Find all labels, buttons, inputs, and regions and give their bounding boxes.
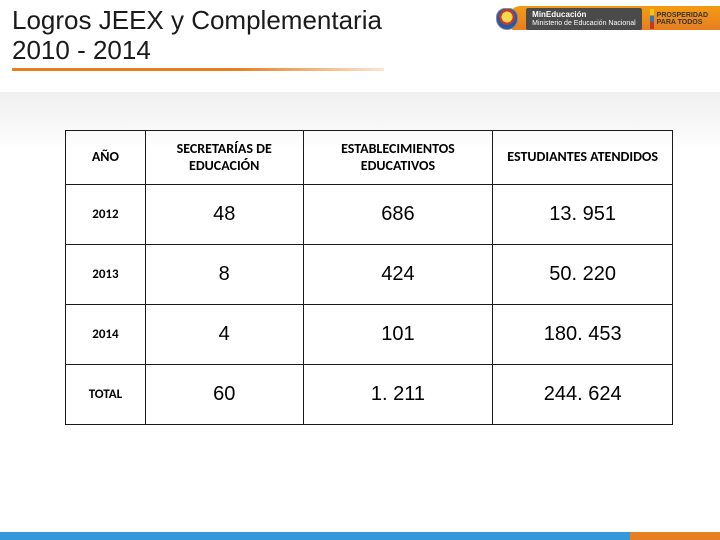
title-underline — [12, 68, 384, 71]
flag-stripes-icon — [650, 9, 654, 29]
table-header-row: AÑO SECRETARÍAS DE EDUCACIÓN ESTABLECIMI… — [66, 130, 673, 185]
cell-secretarias: 8 — [145, 245, 303, 305]
bottom-bar-orange — [630, 532, 720, 540]
ministry-name: MinEducación — [532, 11, 636, 20]
cell-establecimientos: 424 — [303, 245, 493, 305]
bottom-bar-blue — [0, 532, 630, 540]
data-table: AÑO SECRETARÍAS DE EDUCACIÓN ESTABLECIMI… — [65, 130, 673, 426]
cell-establecimientos: 1. 211 — [303, 365, 493, 425]
col-header-year: AÑO — [66, 130, 146, 185]
content-area: AÑO SECRETARÍAS DE EDUCACIÓN ESTABLECIMI… — [0, 75, 720, 426]
colombia-shield-icon — [496, 8, 518, 30]
prosperidad-logo: PROSPERIDADPARA TODOS — [650, 9, 708, 29]
col-header-establecimientos: ESTABLECIMIENTOS EDUCATIVOS — [303, 130, 493, 185]
page-title: Logros JEEX y Complementaria 2010 - 2014 — [12, 6, 388, 66]
mineducacion-logo: MinEducación Ministerio de Educación Nac… — [526, 8, 642, 30]
cell-estudiantes: 180. 453 — [493, 305, 673, 365]
cell-secretarias: 48 — [145, 185, 303, 245]
prosperity-line2: PARA TODOS — [657, 19, 703, 26]
table-row: 2014 4 101 180. 453 — [66, 305, 673, 365]
ministry-subtitle: Ministerio de Educación Nacional — [532, 20, 636, 28]
logo-area: MinEducación Ministerio de Educación Nac… — [496, 8, 708, 30]
cell-estudiantes: 244. 624 — [493, 365, 673, 425]
cell-estudiantes: 13. 951 — [493, 185, 673, 245]
cell-year: TOTAL — [66, 365, 146, 425]
col-header-estudiantes: ESTUDIANTES ATENDIDOS — [493, 130, 673, 185]
cell-year: 2012 — [66, 185, 146, 245]
table-row: 2012 48 686 13. 951 — [66, 185, 673, 245]
table-row-total: TOTAL 60 1. 211 244. 624 — [66, 365, 673, 425]
cell-secretarias: 4 — [145, 305, 303, 365]
cell-estudiantes: 50. 220 — [493, 245, 673, 305]
bottom-bar — [0, 532, 720, 540]
col-header-secretarias: SECRETARÍAS DE EDUCACIÓN — [145, 130, 303, 185]
cell-year: 2013 — [66, 245, 146, 305]
cell-secretarias: 60 — [145, 365, 303, 425]
title-block: Logros JEEX y Complementaria 2010 - 2014 — [0, 0, 400, 75]
prosperity-line1: PROSPERIDAD — [657, 12, 708, 19]
cell-establecimientos: 686 — [303, 185, 493, 245]
cell-year: 2014 — [66, 305, 146, 365]
table-row: 2013 8 424 50. 220 — [66, 245, 673, 305]
cell-establecimientos: 101 — [303, 305, 493, 365]
